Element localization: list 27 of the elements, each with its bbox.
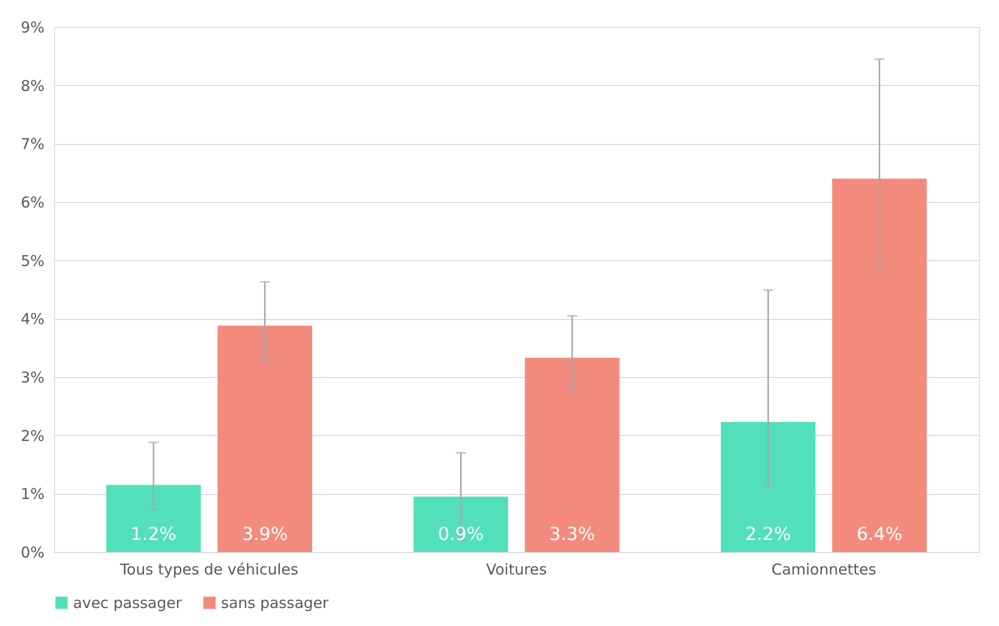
bar [106,484,201,552]
bar [720,422,816,552]
legend-label: sans passager [221,594,330,612]
bar [832,178,927,552]
legend-label: avec passager [73,594,183,612]
y-tick-label: 2% [20,426,44,445]
y-tick-label: 1% [20,485,44,504]
y-tick-label: 7% [20,135,44,154]
y-tick-label: 5% [20,252,44,270]
y-tick-label: 4% [20,310,44,328]
data-label: 2.2% [745,524,792,545]
bar [414,496,508,552]
x-tick-label: Tous types de véhicules [119,560,298,578]
y-tick-label: 8% [20,76,44,95]
x-tick-label: Voitures [486,560,548,578]
data-label: 3.9% [242,524,288,545]
bar [524,358,620,552]
data-label: 0.9% [438,524,484,545]
y-tick-label: 9% [20,18,44,36]
y-tick-label: 6% [20,194,44,212]
data-label: 6.4% [856,524,902,545]
x-tick-label: Camionnettes [771,560,876,578]
y-tick-label: 0% [20,544,44,562]
data-label: 3.3% [549,524,596,545]
y-tick-label: 3% [20,368,44,386]
bar [218,326,312,552]
data-label: 1.2% [130,524,176,545]
